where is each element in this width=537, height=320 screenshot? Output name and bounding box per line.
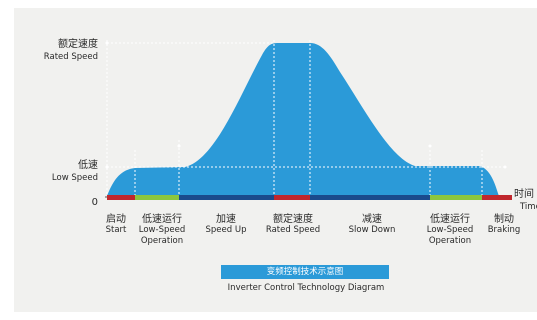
time-label-cn: 时间 bbox=[514, 189, 534, 200]
time-label-en: Time bbox=[520, 202, 537, 212]
speed-profile-area bbox=[107, 43, 499, 196]
phase-low-speed-1-label: 低速运行 Low-Speed Operation bbox=[138, 214, 186, 246]
phase-bar-low-speed-1 bbox=[135, 195, 179, 200]
phase-bar-slow-down bbox=[310, 195, 430, 200]
low-speed-label-cn: 低速 bbox=[78, 160, 98, 171]
phase-start-label: 启动 Start bbox=[105, 214, 127, 235]
tick-dots bbox=[105, 41, 507, 169]
phase-braking-label: 制动 Braking bbox=[487, 214, 521, 235]
phase-low-speed-2-label: 低速运行 Low-Speed Operation bbox=[426, 214, 474, 246]
zero-label: 0 bbox=[91, 197, 98, 208]
low-speed-label-en: Low Speed bbox=[51, 173, 98, 183]
phase-bar-rated-speed bbox=[274, 195, 310, 200]
phase-bar-start bbox=[107, 195, 135, 200]
rated-speed-label-cn: 额定速度 bbox=[58, 39, 98, 50]
phase-speed-up-label: 加速 Speed Up bbox=[205, 214, 247, 235]
phase-bar-braking bbox=[482, 195, 512, 200]
diagram-title-cn: 变频控制技术示意图 bbox=[221, 265, 389, 279]
reference-dashes bbox=[106, 40, 505, 195]
rated-speed-label-en: Rated Speed bbox=[43, 52, 98, 62]
phase-rated-speed-label: 额定速度 Rated Speed bbox=[265, 214, 321, 235]
phase-bar-low-speed-2 bbox=[430, 195, 482, 200]
diagram-title-en: Inverter Control Technology Diagram bbox=[227, 283, 385, 293]
phase-bar-speed-up bbox=[179, 195, 274, 200]
phase-slow-down-label: 减速 Slow Down bbox=[348, 214, 396, 235]
